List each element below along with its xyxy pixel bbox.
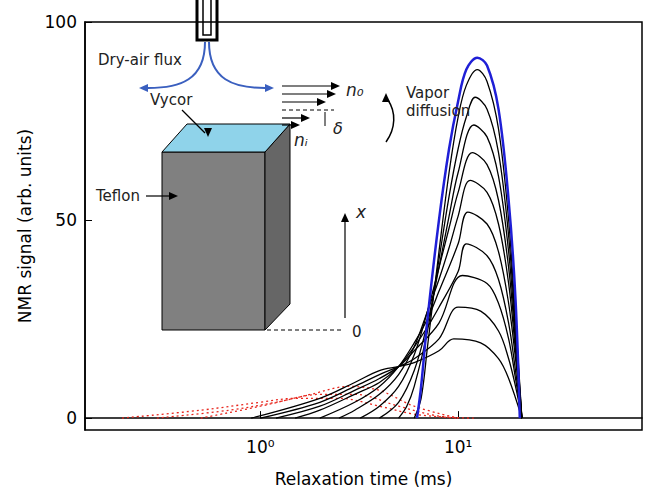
svg-text:0: 0 [352,323,362,341]
svg-text:NMR signal (arb. units): NMR signal (arb. units) [15,129,35,323]
svg-text:50: 50 [55,210,77,230]
svg-text:Teflon: Teflon [95,187,140,205]
svg-text:n₀: n₀ [346,80,364,100]
svg-text:diffusion: diffusion [406,102,470,120]
svg-text:10¹: 10¹ [444,437,472,457]
svg-text:100: 100 [45,12,77,32]
svg-text:Vapor: Vapor [406,84,450,102]
svg-text:Vycor: Vycor [150,91,193,109]
svg-text:Relaxation time (ms): Relaxation time (ms) [275,469,453,489]
svg-text:δ: δ [333,119,343,138]
svg-text:10⁰: 10⁰ [246,437,275,457]
svg-text:x: x [355,202,367,222]
svg-text:Dry-air flux: Dry-air flux [98,51,182,69]
svg-text:nᵢ: nᵢ [294,130,308,150]
svg-text:0: 0 [66,408,77,428]
